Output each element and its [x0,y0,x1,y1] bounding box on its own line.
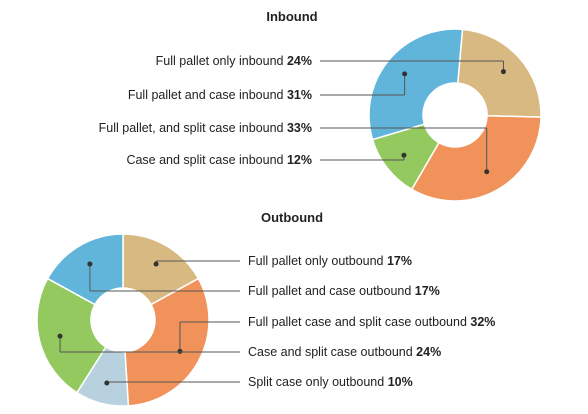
value-label: 10% [388,375,413,389]
slice-label-full-pallet-case-and-split-case-outbound: Full pallet case and split case outbound… [248,315,495,329]
slice-full-pallet-and-split-case-inbound [410,115,542,202]
category-label: Full pallet and case inbound [128,88,287,102]
leader-dot [402,71,408,77]
value-label: 12% [287,153,312,167]
value-label: 33% [287,121,312,135]
slice-label-full-pallet-and-case-inbound: Full pallet and case inbound 31% [128,88,312,102]
category-label: Full pallet only outbound [248,254,387,268]
inbound-donut-chart: Full pallet only inbound 24%Full pallet … [99,28,542,202]
category-label: Full pallet case and split case outbound [248,315,470,329]
value-label: 24% [416,345,441,359]
value-label: 32% [470,315,495,329]
slice-full-pallet-case-and-split-case-outbound [124,277,210,407]
slice-label-case-and-split-case-inbound: Case and split case inbound 12% [126,153,312,167]
leader-dot [500,69,506,75]
slice-full-pallet-only-inbound [456,28,542,118]
slice-full-pallet-and-case-outbound [46,233,124,306]
leader-dot [104,380,110,386]
value-label: 24% [287,54,312,68]
value-label: 31% [287,88,312,102]
leader-dot [177,348,183,354]
category-label: Case and split case inbound [126,153,287,167]
category-label: Full pallet, and split case inbound [99,121,287,135]
outbound-donut-chart: Full pallet only outbound 17%Full pallet… [36,233,495,407]
category-label: Case and split case outbound [248,345,416,359]
slice-label-full-pallet-only-inbound: Full pallet only inbound 24% [156,54,312,68]
outbound-chart-title: Outbound [261,210,323,225]
slice-label-case-and-split-case-outbound: Case and split case outbound 24% [248,345,441,359]
value-label: 17% [387,254,412,268]
leader-dot [57,333,63,339]
slice-label-full-pallet-only-outbound: Full pallet only outbound 17% [248,254,412,268]
leader-dot [484,169,490,175]
slice-label-split-case-only-outbound: Split case only outbound 10% [248,375,413,389]
category-label: Full pallet only inbound [156,54,287,68]
leader-dot [401,152,407,158]
slice-full-pallet-and-case-inbound [368,28,464,141]
slice-label-full-pallet-and-case-outbound: Full pallet and case outbound 17% [248,284,440,298]
category-label: Split case only outbound [248,375,388,389]
slice-label-full-pallet-and-split-case-inbound: Full pallet, and split case inbound 33% [99,121,312,135]
category-label: Full pallet and case outbound [248,284,415,298]
value-label: 17% [415,284,440,298]
leader-dot [87,261,93,267]
slice-case-and-split-case-outbound [36,277,107,394]
leader-dot [153,261,159,267]
inbound-chart-title: Inbound [266,9,317,24]
